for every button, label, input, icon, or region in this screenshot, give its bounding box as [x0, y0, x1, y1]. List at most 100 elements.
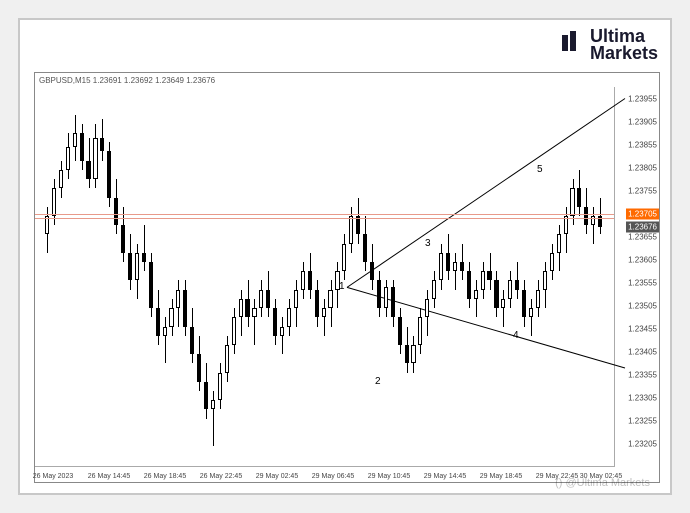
candle-body — [315, 290, 319, 318]
horizontal-line — [35, 214, 614, 215]
candle-body — [59, 170, 63, 188]
candle-body — [239, 299, 243, 317]
candle-body — [107, 151, 111, 197]
candle-body — [163, 327, 167, 336]
candle-body — [501, 299, 505, 308]
candle-body — [52, 188, 56, 216]
candle-wick — [165, 317, 166, 363]
candle-body — [218, 373, 222, 401]
x-tick: 29 May 06:45 — [312, 473, 354, 480]
candle-body — [176, 290, 180, 308]
candle-body — [474, 290, 478, 299]
y-tick: 1.23505 — [628, 301, 657, 310]
candle-body — [446, 253, 450, 271]
candle-body — [432, 280, 436, 298]
candle-body — [577, 188, 581, 206]
candle-body — [384, 287, 388, 308]
brand-logo: Ultima Markets — [558, 28, 658, 62]
price-tag: 1.23705 — [626, 208, 659, 219]
candle-body — [550, 253, 554, 271]
candle-body — [156, 308, 160, 336]
y-tick: 1.23405 — [628, 347, 657, 356]
wave-label: 5 — [537, 164, 543, 175]
chart-frame: GBPUSD,M15 1.23691 1.23692 1.23649 1.236… — [34, 72, 660, 483]
candle-body — [211, 400, 215, 409]
plot-area[interactable]: 12345 — [35, 87, 615, 467]
y-tick: 1.23905 — [628, 117, 657, 126]
candle-body — [245, 299, 249, 317]
x-tick: 26 May 14:45 — [88, 473, 130, 480]
candle-body — [114, 198, 118, 226]
candle-body — [377, 280, 381, 308]
y-tick: 1.23455 — [628, 324, 657, 333]
candle-body — [536, 290, 540, 308]
candle-body — [301, 271, 305, 289]
candle-body — [411, 345, 415, 363]
candle-body — [86, 161, 90, 179]
x-tick: 26 May 22:45 — [200, 473, 242, 480]
candle-body — [183, 290, 187, 327]
candle-body — [398, 317, 402, 345]
candle-wick — [593, 207, 594, 244]
candle-body — [405, 345, 409, 363]
candle-body — [280, 327, 284, 336]
y-tick: 1.23755 — [628, 186, 657, 195]
candle-body — [204, 382, 208, 410]
candle-body — [425, 299, 429, 317]
candle-body — [460, 262, 464, 271]
candle-body — [529, 308, 533, 317]
y-tick: 1.23355 — [628, 370, 657, 379]
y-tick: 1.23255 — [628, 416, 657, 425]
x-tick: 26 May 2023 — [33, 473, 73, 480]
candle-body — [508, 280, 512, 298]
candle-body — [169, 308, 173, 326]
candle-body — [80, 133, 84, 161]
candle-body — [66, 147, 70, 170]
candle-wick — [144, 225, 145, 271]
y-tick: 1.23955 — [628, 94, 657, 103]
x-tick: 29 May 14:45 — [424, 473, 466, 480]
candle-body — [515, 280, 519, 289]
candle-body — [584, 207, 588, 225]
candles-layer — [35, 87, 614, 466]
ultima-logo-icon — [558, 31, 586, 59]
candle-wick — [476, 280, 477, 317]
candle-body — [418, 317, 422, 345]
price-tag: 1.23676 — [626, 222, 659, 233]
candle-body — [100, 138, 104, 152]
candle-body — [487, 271, 491, 280]
candle-wick — [503, 290, 504, 327]
y-tick: 1.23205 — [628, 439, 657, 448]
candle-body — [342, 244, 346, 272]
wave-label: 2 — [375, 376, 381, 387]
candle-body — [287, 308, 291, 326]
candle-wick — [531, 299, 532, 336]
x-axis: 26 May 202326 May 14:4526 May 18:4526 Ma… — [35, 466, 615, 482]
candle-body — [391, 287, 395, 317]
brand-line2: Markets — [590, 45, 658, 62]
candle-body — [439, 253, 443, 281]
candle-body — [93, 138, 97, 179]
candle-body — [570, 188, 574, 216]
candle-body — [481, 271, 485, 289]
wave-label: 3 — [425, 238, 431, 249]
candle-body — [266, 290, 270, 308]
horizontal-line — [35, 218, 614, 219]
candle-body — [349, 216, 353, 244]
candle-body — [453, 262, 457, 271]
candle-body — [328, 290, 332, 308]
candle-body — [322, 308, 326, 317]
candle-body — [557, 234, 561, 252]
candle-body — [225, 345, 229, 373]
y-tick: 1.23305 — [628, 393, 657, 402]
candle-body — [494, 280, 498, 308]
y-tick: 1.23655 — [628, 232, 657, 241]
wave-label: 1 — [339, 281, 345, 292]
candle-body — [543, 271, 547, 289]
candle-body — [294, 290, 298, 308]
outer-frame: Ultima Markets GBPUSD,M15 1.23691 1.2369… — [18, 18, 672, 495]
chart-header: GBPUSD,M15 1.23691 1.23692 1.23649 1.236… — [39, 76, 215, 85]
candle-body — [308, 271, 312, 289]
y-tick: 1.23855 — [628, 140, 657, 149]
candle-body — [522, 290, 526, 318]
